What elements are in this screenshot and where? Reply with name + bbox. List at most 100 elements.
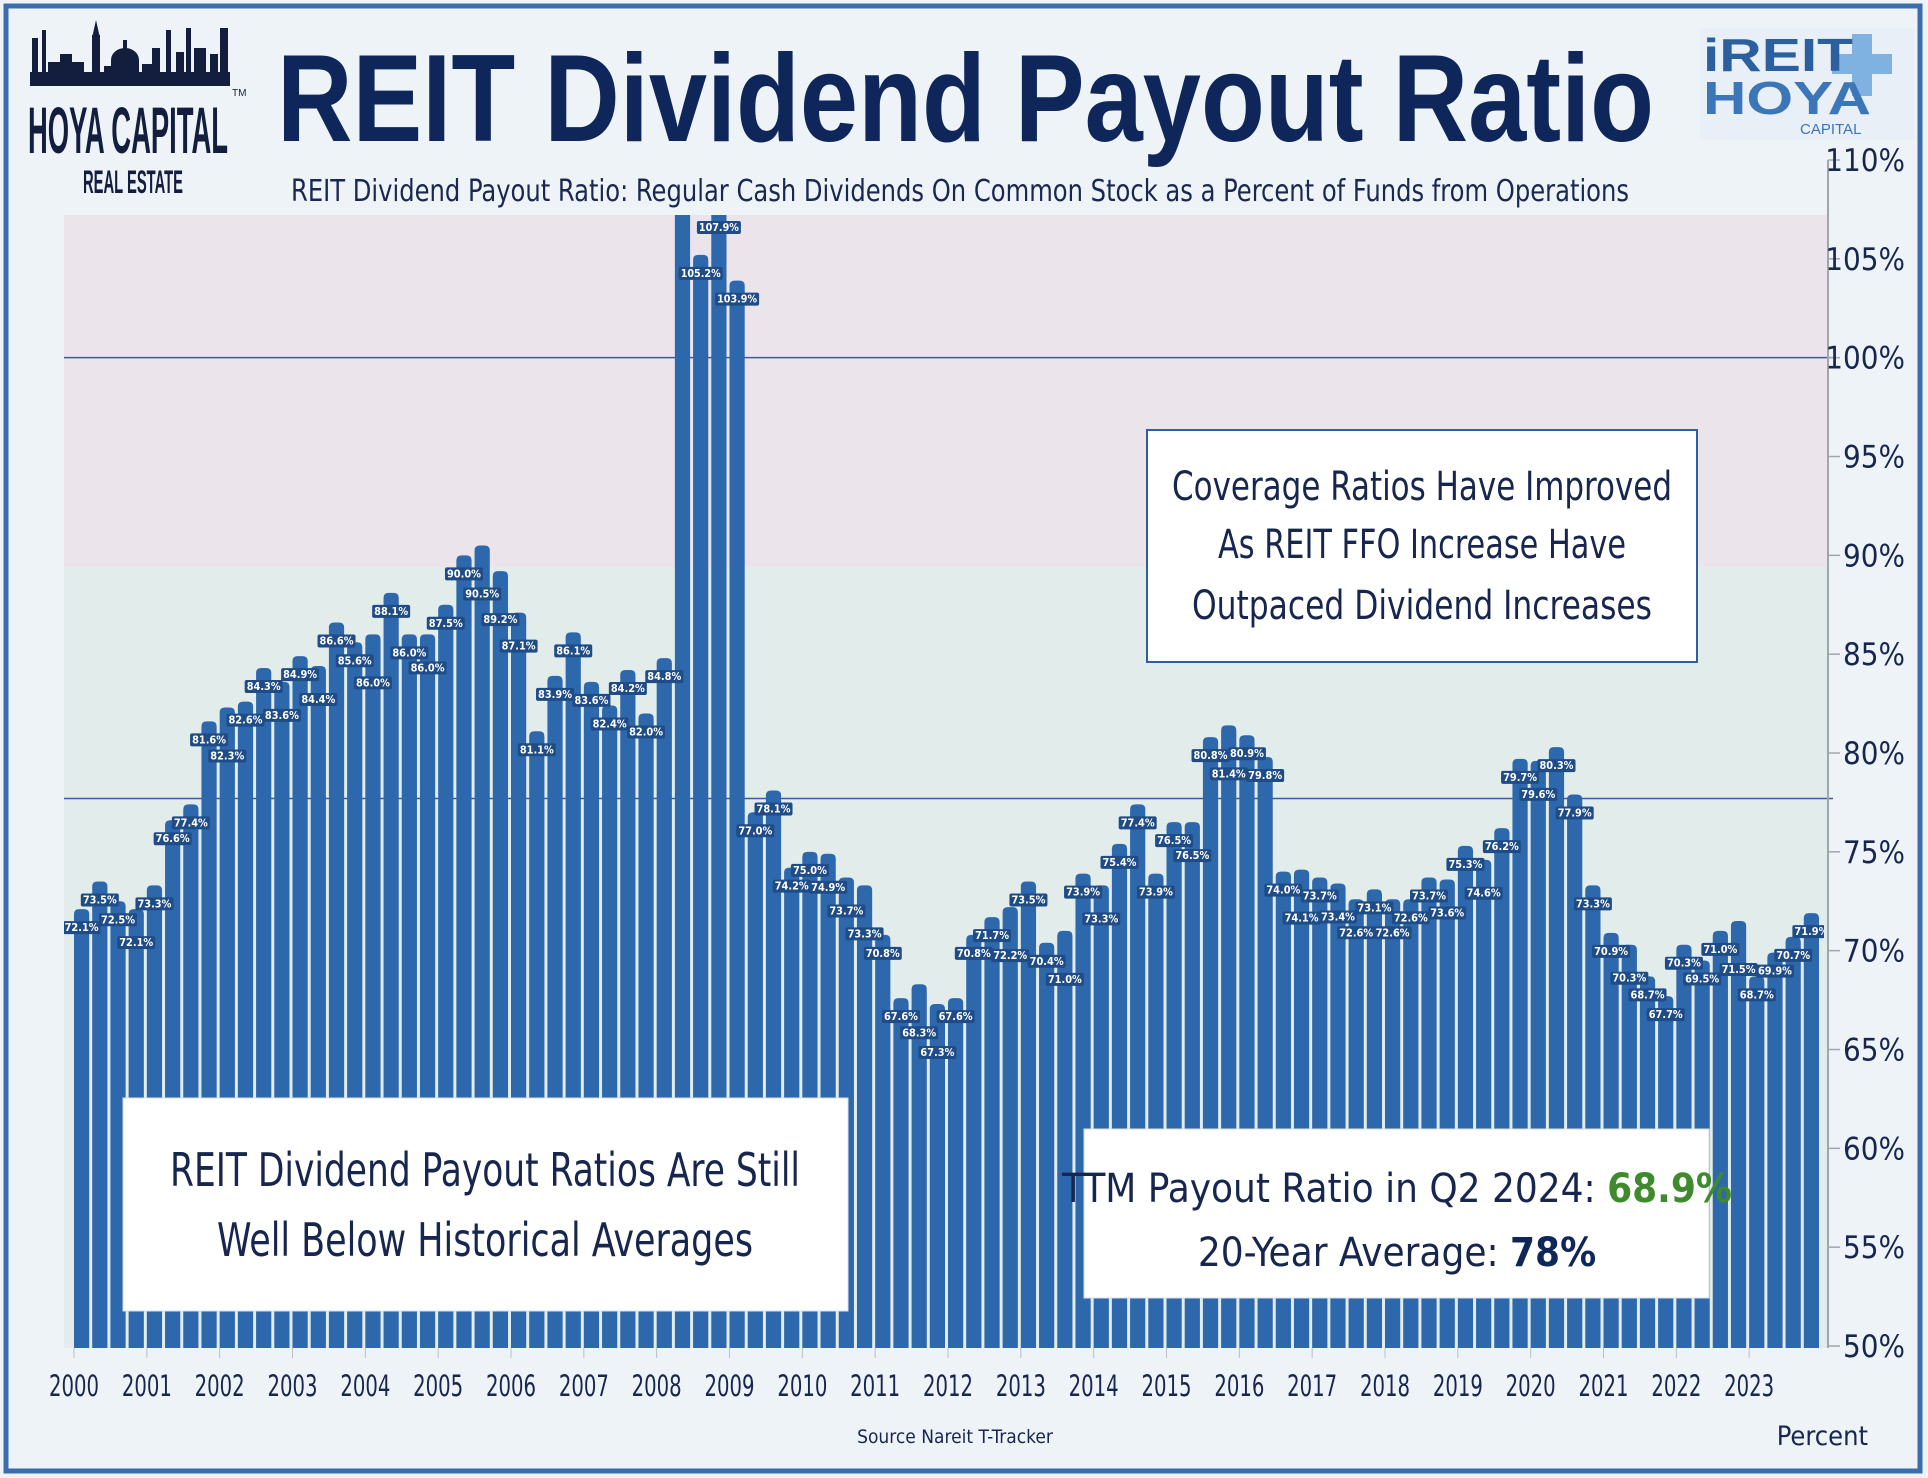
bar-label: 75.3% (1448, 859, 1482, 871)
y-tick-label: 65% (1843, 1033, 1905, 1069)
bar (1020, 881, 1037, 1348)
y-tick-label: 60% (1843, 1131, 1905, 1167)
bar-label: 82.3% (210, 751, 244, 763)
y-tick-label: 70% (1843, 934, 1905, 970)
bar-label-bg (645, 670, 684, 684)
chart-subtitle: REIT Dividend Payout Ratio: Regular Cash… (291, 174, 1629, 209)
bar-label: 107.9% (699, 222, 739, 234)
bar-label-bg (1428, 906, 1467, 920)
y-tick-label: 75% (1843, 835, 1905, 871)
bar-label: 73.3% (1576, 898, 1610, 910)
bar-label: 68.7% (1740, 989, 1774, 1001)
bar-label: 76.2% (1485, 841, 1519, 853)
bar (856, 885, 873, 1348)
bar (1730, 921, 1747, 1348)
bar-label: 84.8% (647, 671, 681, 683)
bar-label-bg (863, 946, 902, 960)
bar-label: 73.4% (1321, 911, 1355, 923)
bar-label: 81.1% (520, 744, 554, 756)
bar-label-bg (190, 733, 229, 747)
bar-label-bg (590, 717, 629, 731)
bar-label: 84.4% (301, 694, 335, 706)
bar-label-bg (335, 654, 374, 668)
bar-label: 82.0% (629, 726, 663, 738)
bar-label-bg (900, 1026, 939, 1040)
bar-label-bg (444, 567, 483, 581)
x-tick-label: 2006 (486, 1369, 536, 1403)
bar (911, 984, 927, 1348)
bar-label-bg (262, 708, 301, 722)
bar-label-bg (1792, 925, 1824, 939)
x-tick-label: 2023 (1724, 1369, 1774, 1403)
historical-annotation: REIT Dividend Payout Ratios Are Still We… (122, 1097, 849, 1312)
bar-label-bg (463, 587, 502, 601)
bar-label: 72.5% (101, 914, 135, 926)
bar-label-bg (627, 725, 666, 739)
x-tick-label: 2001 (122, 1369, 172, 1403)
x-tick-label: 2015 (1142, 1369, 1192, 1403)
bar-label-bg (317, 634, 356, 648)
bar-label: 70.8% (957, 948, 991, 960)
bar-label: 72.6% (1394, 912, 1428, 924)
bar-label-bg (390, 646, 429, 660)
bar-label: 73.5% (1011, 894, 1045, 906)
bar-label: 86.0% (392, 647, 426, 659)
bar-label-bg (1555, 806, 1594, 820)
unit-label: Percent (1777, 1421, 1868, 1452)
logo-right-line2: HOYA (1703, 72, 1871, 124)
bar-label: 70.9% (1594, 946, 1628, 958)
logo-left-tm: TM (232, 88, 246, 99)
bar (1785, 936, 1801, 1348)
coverage-annotation: Coverage Ratios Have Improved As REIT FF… (1146, 429, 1698, 663)
source-note: Source Nareit T-Tracker (857, 1426, 1054, 1448)
bar-label: 70.4% (1030, 956, 1064, 968)
bar-label: 80.8% (1194, 750, 1228, 762)
bar-label: 81.4% (1212, 768, 1246, 780)
bar-label-bg (1118, 816, 1157, 830)
x-tick-label: 2011 (850, 1369, 900, 1403)
bar-label: 87.1% (502, 641, 536, 653)
bar-label: 77.4% (174, 817, 208, 829)
x-tick-label: 2003 (268, 1369, 318, 1403)
bar (693, 254, 709, 1348)
bar-label: 77.0% (738, 825, 772, 837)
bar (948, 998, 964, 1348)
bar-label: 76.5% (1157, 835, 1191, 847)
bar-label-bg (80, 893, 119, 907)
coverage-line-3: Outpaced Dividend Increases (1192, 583, 1652, 629)
bar-label: 71.7% (975, 930, 1009, 942)
bar-label: 73.7% (1303, 891, 1337, 903)
average-label: 20-Year Average: (1198, 1230, 1510, 1276)
bar-label-bg (572, 693, 611, 707)
bar-label: 73.7% (829, 906, 863, 918)
bar-label-bg (1264, 883, 1303, 897)
bar-label: 83.9% (538, 689, 572, 701)
bar-label: 83.6% (265, 710, 299, 722)
y-tick-label: 95% (1843, 440, 1905, 476)
bar-label: 73.3% (848, 928, 882, 940)
bar-label-bg (499, 639, 538, 653)
x-tick-label: 2010 (777, 1369, 827, 1403)
bar-label: 80.3% (1539, 760, 1573, 772)
bar-label: 84.2% (611, 683, 645, 695)
bar-label: 71.0% (1703, 944, 1737, 956)
bar-label: 73.7% (1412, 891, 1446, 903)
bar-label: 82.4% (593, 719, 627, 731)
bar-label-bg (1482, 840, 1521, 854)
bar-label: 75.0% (793, 865, 827, 877)
bar (674, 215, 691, 1348)
bar-label: 70.3% (1667, 958, 1701, 970)
bar-label-bg (973, 929, 1012, 943)
bar-label: 79.6% (1521, 789, 1555, 801)
bar-label: 72.1% (65, 922, 99, 934)
bar-label: 86.1% (556, 645, 590, 657)
bar-label-bg (299, 693, 338, 707)
bar-label-bg (936, 1010, 975, 1024)
bar-label: 81.6% (192, 734, 226, 746)
logo-left-line1: HOYA CAPITAL (28, 93, 228, 167)
bar-label-bg (1755, 964, 1794, 978)
average-line: 20-Year Average: 78% (1198, 1230, 1596, 1276)
skyline-icon (30, 20, 230, 86)
bar-label-bg (790, 863, 829, 877)
